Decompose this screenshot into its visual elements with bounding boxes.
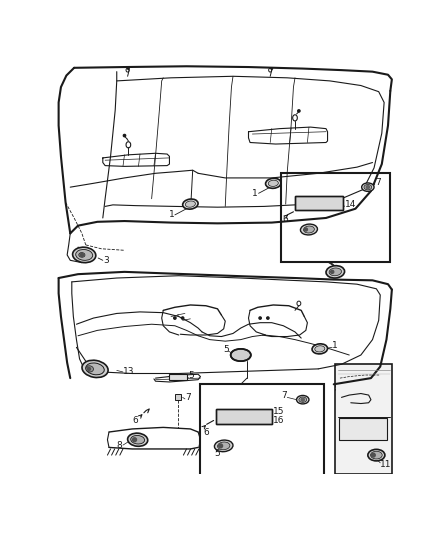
Circle shape bbox=[267, 317, 269, 319]
Bar bbox=[339, 418, 387, 440]
Ellipse shape bbox=[76, 249, 93, 260]
Ellipse shape bbox=[326, 265, 345, 278]
Ellipse shape bbox=[368, 449, 385, 461]
Ellipse shape bbox=[82, 360, 108, 377]
Text: 5: 5 bbox=[188, 370, 194, 379]
Text: 11: 11 bbox=[380, 460, 392, 469]
Text: 1: 1 bbox=[170, 211, 175, 220]
Circle shape bbox=[366, 185, 369, 189]
Text: 15: 15 bbox=[273, 407, 285, 416]
Ellipse shape bbox=[183, 199, 198, 209]
Bar bbox=[170, 374, 187, 381]
Bar bbox=[295, 196, 343, 210]
Circle shape bbox=[124, 134, 126, 137]
Circle shape bbox=[174, 317, 176, 319]
Ellipse shape bbox=[265, 178, 281, 188]
Ellipse shape bbox=[371, 451, 382, 459]
Bar bbox=[216, 409, 272, 424]
Ellipse shape bbox=[315, 346, 325, 352]
Text: 6: 6 bbox=[132, 416, 138, 425]
Ellipse shape bbox=[185, 201, 195, 207]
Circle shape bbox=[371, 453, 375, 457]
Circle shape bbox=[133, 438, 137, 442]
Ellipse shape bbox=[218, 442, 230, 450]
Circle shape bbox=[331, 270, 334, 273]
Text: 1: 1 bbox=[332, 341, 338, 350]
Text: 6: 6 bbox=[204, 427, 209, 437]
Ellipse shape bbox=[300, 224, 318, 235]
Ellipse shape bbox=[127, 433, 148, 446]
Text: 13: 13 bbox=[123, 367, 134, 376]
Circle shape bbox=[304, 228, 307, 231]
Text: 7: 7 bbox=[375, 178, 381, 187]
Circle shape bbox=[181, 317, 184, 319]
Bar bbox=[281, 173, 389, 262]
Text: 8: 8 bbox=[117, 441, 123, 450]
Text: 7: 7 bbox=[185, 393, 191, 402]
Circle shape bbox=[219, 444, 223, 448]
Text: 14: 14 bbox=[345, 200, 356, 209]
Ellipse shape bbox=[297, 395, 309, 404]
Circle shape bbox=[301, 398, 304, 401]
Ellipse shape bbox=[73, 247, 96, 263]
Circle shape bbox=[87, 367, 90, 370]
Polygon shape bbox=[336, 364, 392, 474]
Text: 5: 5 bbox=[214, 449, 220, 458]
Ellipse shape bbox=[329, 268, 342, 276]
Ellipse shape bbox=[299, 397, 307, 402]
Ellipse shape bbox=[364, 184, 372, 190]
Bar bbox=[216, 409, 272, 424]
Ellipse shape bbox=[362, 183, 374, 191]
Circle shape bbox=[80, 253, 83, 256]
Ellipse shape bbox=[79, 253, 85, 257]
Ellipse shape bbox=[131, 435, 145, 444]
Ellipse shape bbox=[86, 366, 93, 372]
Bar bbox=[201, 384, 325, 477]
Ellipse shape bbox=[304, 226, 314, 233]
Circle shape bbox=[298, 110, 300, 112]
Circle shape bbox=[127, 68, 129, 69]
Text: 5: 5 bbox=[224, 345, 230, 354]
Text: 7: 7 bbox=[281, 391, 287, 400]
Ellipse shape bbox=[268, 180, 278, 187]
Circle shape bbox=[271, 68, 272, 69]
Circle shape bbox=[259, 317, 261, 319]
Text: 3: 3 bbox=[103, 256, 109, 265]
Ellipse shape bbox=[231, 349, 251, 361]
Ellipse shape bbox=[215, 440, 233, 451]
Text: 6: 6 bbox=[283, 215, 288, 224]
Ellipse shape bbox=[312, 344, 328, 354]
Bar bbox=[295, 196, 343, 210]
Text: 16: 16 bbox=[273, 416, 285, 425]
Bar bbox=[175, 393, 181, 400]
Ellipse shape bbox=[86, 363, 104, 375]
Text: 1: 1 bbox=[252, 189, 258, 198]
